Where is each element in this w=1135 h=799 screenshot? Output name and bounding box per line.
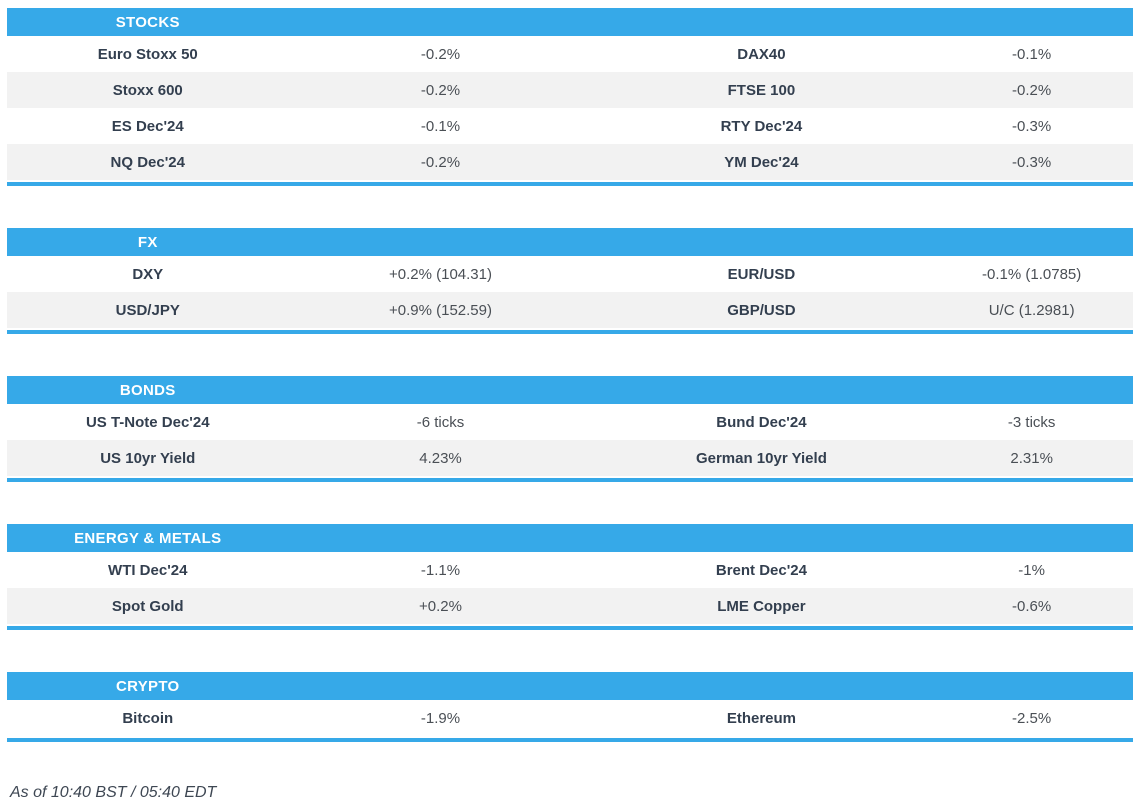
section-title: BONDS	[119, 381, 176, 399]
section-header: BONDS	[7, 376, 1133, 404]
table-row: Bitcoin -1.9% Ethereum -2.5%	[7, 700, 1133, 736]
instrument-name: EUR/USD	[727, 265, 796, 283]
section-title: STOCKS	[115, 13, 180, 31]
instrument-name: YM Dec'24	[724, 153, 799, 171]
instrument-value: -0.1%	[1012, 45, 1052, 63]
instrument-value: -3 ticks	[1007, 413, 1056, 431]
instrument-name: WTI Dec'24	[108, 561, 188, 579]
table-row: NQ Dec'24 -0.2% YM Dec'24 -0.3%	[7, 144, 1133, 180]
instrument-value: -6 ticks	[416, 413, 465, 431]
section-header: FX	[7, 228, 1133, 256]
instrument-name: USD/JPY	[115, 301, 180, 319]
instrument-value: -1.1%	[420, 561, 461, 579]
table-row: US 10yr Yield 4.23% German 10yr Yield 2.…	[7, 440, 1133, 476]
instrument-name: Bund Dec'24	[716, 413, 807, 431]
table-row: ES Dec'24 -0.1% RTY Dec'24 -0.3%	[7, 108, 1133, 144]
instrument-value: -0.3%	[1012, 153, 1052, 171]
section-crypto: CRYPTO Bitcoin -1.9% Ethereum -2.5%	[7, 672, 1133, 742]
table-row: Stoxx 600 -0.2% FTSE 100 -0.2%	[7, 72, 1133, 108]
instrument-value: 2.31%	[1010, 449, 1053, 467]
instrument-value: -0.2%	[420, 45, 461, 63]
instrument-value: -0.2%	[420, 81, 461, 99]
section-bonds: BONDS US T-Note Dec'24 -6 ticks Bund Dec…	[7, 376, 1133, 482]
instrument-name: US 10yr Yield	[100, 449, 196, 467]
table-row: US T-Note Dec'24 -6 ticks Bund Dec'24 -3…	[7, 404, 1133, 440]
instrument-value: -2.5%	[1012, 709, 1052, 727]
section-fx: FX DXY +0.2% (104.31) EUR/USD -0.1% (1.0…	[7, 228, 1133, 334]
table-row: WTI Dec'24 -1.1% Brent Dec'24 -1%	[7, 552, 1133, 588]
instrument-name: DXY	[132, 265, 164, 283]
instrument-name: Bitcoin	[122, 709, 174, 727]
instrument-name: ES Dec'24	[111, 117, 184, 135]
instrument-value: -0.2%	[420, 153, 461, 171]
instrument-name: LME Copper	[717, 597, 806, 615]
section-title: FX	[137, 233, 158, 251]
instrument-name: FTSE 100	[727, 81, 796, 99]
section-energy-metals: ENERGY & METALS WTI Dec'24 -1.1% Brent D…	[7, 524, 1133, 630]
instrument-name: DAX40	[737, 45, 786, 63]
as-of-timestamp: As of 10:40 BST / 05:40 EDT	[10, 784, 217, 799]
instrument-value: -0.1% (1.0785)	[982, 265, 1082, 283]
instrument-name: Stoxx 600	[112, 81, 183, 99]
instrument-value: -0.3%	[1012, 117, 1052, 135]
section-title: ENERGY & METALS	[74, 529, 222, 547]
instrument-value: -0.1%	[420, 117, 461, 135]
instrument-name: Ethereum	[726, 709, 796, 727]
instrument-value: +0.9% (152.59)	[389, 301, 492, 319]
instrument-value: +0.2% (104.31)	[389, 265, 492, 283]
section-title: CRYPTO	[116, 677, 180, 695]
table-row: USD/JPY +0.9% (152.59) GBP/USD U/C (1.29…	[7, 292, 1133, 328]
section-header: ENERGY & METALS	[7, 524, 1133, 552]
instrument-name: Euro Stoxx 50	[97, 45, 198, 63]
instrument-name: RTY Dec'24	[720, 117, 803, 135]
instrument-value: 4.23%	[419, 449, 462, 467]
instrument-name: Brent Dec'24	[715, 561, 807, 579]
instrument-name: GBP/USD	[727, 301, 796, 319]
section-header: CRYPTO	[7, 672, 1133, 700]
instrument-value: -0.6%	[1012, 597, 1052, 615]
instrument-value: -0.2%	[1012, 81, 1052, 99]
instrument-value: -1.9%	[420, 709, 461, 727]
instrument-value: -1%	[1018, 561, 1045, 579]
instrument-name: NQ Dec'24	[110, 153, 185, 171]
table-row: Euro Stoxx 50 -0.2% DAX40 -0.1%	[7, 36, 1133, 72]
instrument-value: +0.2%	[419, 597, 462, 615]
table-row: DXY +0.2% (104.31) EUR/USD -0.1% (1.0785…	[7, 256, 1133, 292]
table-row: Spot Gold +0.2% LME Copper -0.6%	[7, 588, 1133, 624]
section-header: STOCKS	[7, 8, 1133, 36]
instrument-name: Spot Gold	[111, 597, 184, 615]
instrument-name: German 10yr Yield	[695, 449, 827, 467]
section-stocks: STOCKS Euro Stoxx 50 -0.2% DAX40 -0.1% S…	[7, 8, 1133, 186]
instrument-value: U/C (1.2981)	[988, 301, 1075, 319]
instrument-name: US T-Note Dec'24	[85, 413, 210, 431]
